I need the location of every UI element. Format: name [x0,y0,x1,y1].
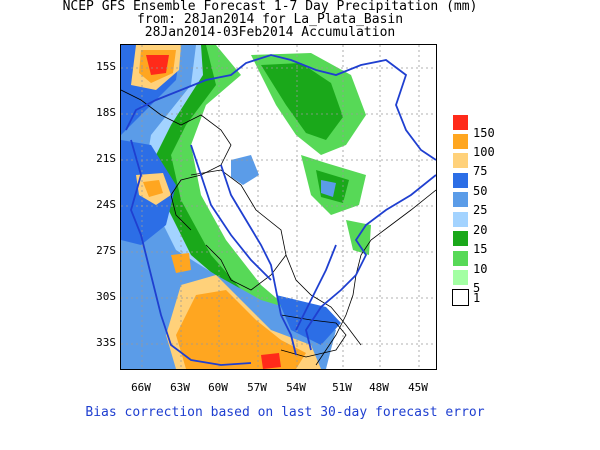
precip-zone-blue-spot-north [231,155,259,185]
precip-zone-red-north [146,55,169,75]
basin-outline-south [130,139,252,366]
uruguay-border [280,314,347,358]
legend-label-50: 50 [473,184,488,198]
precip-red-zones [146,55,281,369]
basin-outline [125,54,436,366]
argentina-brazil-border [285,254,362,346]
legend-swatch-20 [453,212,468,227]
legend-label-5: 5 [473,281,481,295]
lon-label-66w: 66W [131,381,151,394]
legend-swatch-150 [453,115,468,130]
lon-label-45w: 45W [408,381,428,394]
legend-swatch-25 [453,192,468,207]
precip-zone-darkgreen-north [261,63,343,140]
basin-outline-east [305,174,436,351]
lat-label-18s: 18S [96,106,116,119]
legend-label-10: 10 [473,262,488,276]
lat-label-24s: 24S [96,198,116,211]
coastline [315,189,436,366]
precip-zone-orange-west [143,180,163,197]
lon-label-51w: 51W [332,381,352,394]
lat-label-30s: 30S [96,290,116,303]
legend-swatch-1 [452,289,469,306]
lon-label-54w: 54W [286,381,306,394]
precip-zone-orange-central [171,253,191,273]
river-paraguay [190,144,272,281]
precip-zone-red-south [261,353,281,369]
lat-label-15s: 15S [96,60,116,73]
lon-label-60w: 60W [208,381,228,394]
title-line-3: 28Jan2014-03Feb2014 Accumulation [144,25,396,40]
legend-swatch-50 [453,173,468,188]
lat-label-21s: 21S [96,152,116,165]
basin-outline-west [125,54,436,161]
legend-label-75: 75 [473,164,488,178]
lon-label-48w: 48W [369,381,389,394]
precipitation-map-svg [121,45,436,369]
legend-label-25: 25 [473,203,488,217]
bias-correction-footnote: Bias correction based on last 30-day for… [85,405,485,420]
legend-label-15: 15 [473,242,488,256]
river-parana [220,164,297,356]
lat-label-33s: 33S [96,336,116,349]
lon-label-63w: 63W [170,381,190,394]
legend-swatch-15 [453,231,468,246]
legend-label-1: 1 [473,291,481,305]
legend-label-20: 20 [473,223,488,237]
legend-swatch-5 [453,270,468,285]
map-gridlines [121,45,436,369]
legend-label-150: 150 [473,126,495,140]
lat-label-27s: 27S [96,244,116,257]
precip-zone-darkblue-southeast [276,295,341,345]
river-uruguay [295,244,337,331]
brazil-bolivia-border [121,89,232,231]
legend-swatch-10 [453,251,468,266]
lon-label-57w: 57W [247,381,267,394]
title-line-2: from: 28Jan2014 for La_Plata_Basin [136,12,404,27]
precip-zone-blue-spot-east [321,180,336,197]
title-line-1: NCEP GFS Ensemble Forecast 1-7 Day Preci… [62,0,478,14]
legend-swatch-100 [453,134,468,149]
legend-colorbar [452,115,469,310]
legend-label-100: 100 [473,145,495,159]
precipitation-map [120,44,437,370]
legend-swatch-75 [453,153,468,168]
precip-zone-orange-south [176,290,306,369]
precip-zone-blue-west [121,45,336,369]
